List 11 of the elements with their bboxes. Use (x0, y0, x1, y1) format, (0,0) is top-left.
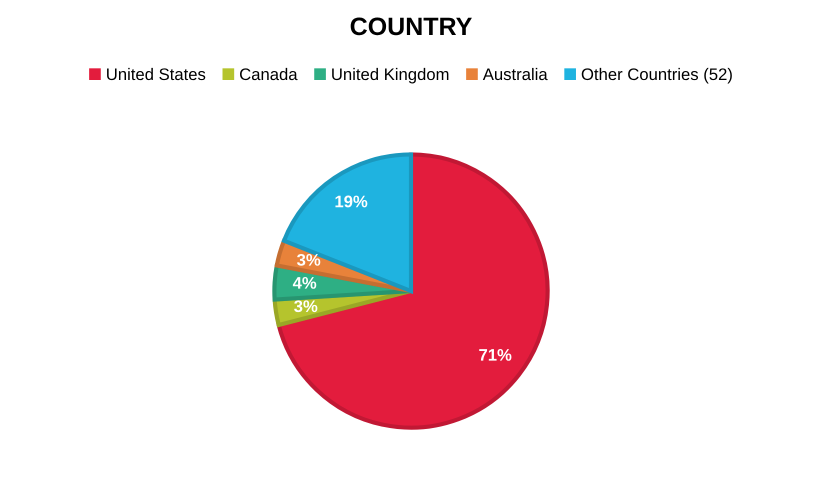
data-label: 3% (297, 254, 320, 266)
data-label: 4% (292, 277, 316, 289)
legend-label: United States (107, 68, 206, 80)
data-label: 3% (294, 300, 318, 312)
legend-label: Australia (482, 68, 548, 80)
legend-label: Other Countries (52) (582, 68, 732, 84)
data-label: 71% (479, 349, 512, 361)
legend-label: United Kingdom (332, 68, 448, 84)
chart-title: COUNTRY (350, 17, 472, 36)
data-label: 19% (335, 196, 368, 208)
legend-label: Canada (240, 68, 298, 80)
